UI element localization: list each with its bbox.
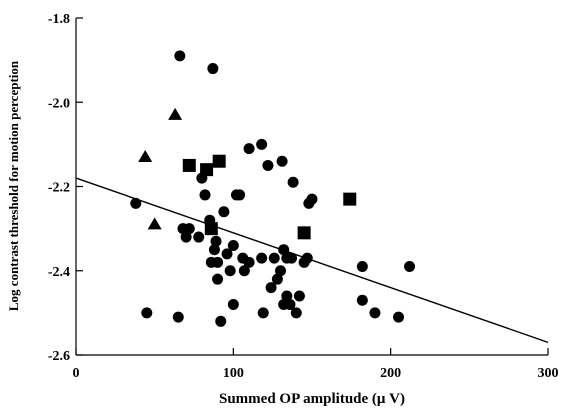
data-point-circle <box>208 244 220 256</box>
data-point-circle <box>174 50 186 62</box>
data-point-circle <box>210 235 222 247</box>
data-point-circle <box>257 307 269 319</box>
x-ticks: 0 100 200 300 <box>73 348 559 381</box>
data-point-circle <box>278 244 290 256</box>
data-point-square <box>212 154 226 168</box>
data-point-square <box>182 158 196 172</box>
data-point-circle <box>218 206 230 218</box>
x-tick-label: 200 <box>380 366 401 381</box>
data-point-circle <box>256 252 268 264</box>
data-point-circle <box>293 290 305 302</box>
data-point-circle <box>183 223 195 235</box>
data-point-circle <box>199 189 211 201</box>
data-point-circle <box>393 311 405 323</box>
x-tick-label: 100 <box>223 366 244 381</box>
x-tick-label: 300 <box>538 366 559 381</box>
y-tick-label: -2.4 <box>48 265 70 280</box>
data-point-circle <box>234 189 246 201</box>
data-point-circle <box>284 298 296 310</box>
data-point-square <box>200 163 214 177</box>
data-point-circle <box>290 307 302 319</box>
data-point-circle <box>141 307 153 319</box>
data-point-circle <box>369 307 381 319</box>
data-point-circle <box>215 315 227 327</box>
data-point-circle <box>212 256 224 268</box>
data-point-circle <box>224 265 236 277</box>
data-point-circle <box>276 155 288 167</box>
data-point-circle <box>271 273 283 285</box>
data-point-triangle <box>138 150 153 163</box>
data-point-square <box>204 222 218 236</box>
x-axis-title: Summed OP amplitude (μ V) <box>219 391 405 407</box>
data-point-circle <box>356 294 368 306</box>
y-tick-label: -2.0 <box>48 96 70 111</box>
data-point-circle <box>262 159 274 171</box>
data-point-circle <box>172 311 184 323</box>
data-point-circle <box>281 290 293 302</box>
data-point-triangle <box>147 217 162 230</box>
data-point-circle <box>275 265 287 277</box>
y-tick-label: -2.6 <box>48 349 70 364</box>
data-point-triangle <box>168 107 183 120</box>
data-point-circle <box>193 231 205 243</box>
y-ticks: -1.8 -2.0 -2.2 -2.4 -2.6 <box>48 12 83 364</box>
data-point-circle <box>130 197 142 209</box>
data-point-circle <box>287 176 299 188</box>
data-point-circle <box>227 298 239 310</box>
data-point-circle <box>286 252 298 264</box>
data-point-circle <box>404 261 416 273</box>
data-points <box>130 50 416 327</box>
y-tick-label: -1.8 <box>48 12 70 27</box>
data-point-circle <box>356 261 368 273</box>
data-point-circle <box>243 143 255 155</box>
data-point-circle <box>180 231 192 243</box>
data-point-circle <box>243 256 255 268</box>
data-point-circle <box>301 252 313 264</box>
data-point-circle <box>227 239 239 251</box>
data-point-circle <box>212 273 224 285</box>
data-point-circle <box>221 248 233 260</box>
data-point-circle <box>268 252 280 264</box>
data-point-circle <box>256 138 268 150</box>
data-point-circle <box>306 193 318 205</box>
y-tick-label: -2.2 <box>48 181 70 196</box>
axes <box>75 18 548 356</box>
x-tick-label: 0 <box>73 366 80 381</box>
data-point-circle <box>265 282 277 294</box>
data-point-circle <box>238 265 250 277</box>
data-point-square <box>297 226 311 240</box>
y-axis-title: Log contrast threshold for motion percep… <box>6 60 21 311</box>
data-point-square <box>343 192 357 206</box>
data-point-circle <box>207 63 219 75</box>
